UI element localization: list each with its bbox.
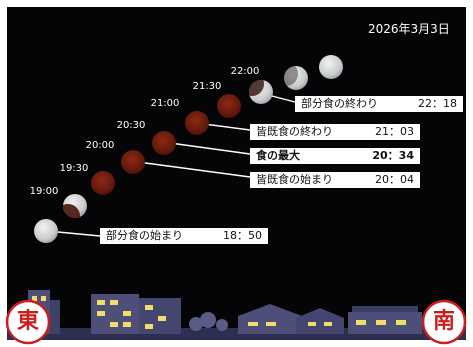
pointer-lines: [57, 94, 296, 237]
city-skyline: [5, 290, 467, 345]
time-label-2200: 22:00: [230, 66, 260, 77]
event-partial-end-time: 22：18: [418, 97, 457, 110]
moon-1850: [34, 219, 58, 243]
event-total-start: 皆既食の始まり 20：04: [250, 172, 420, 188]
event-total-end: 皆既食の終わり 21：03: [250, 124, 420, 140]
moon-2130: [217, 94, 241, 118]
moon-2230: [284, 66, 308, 90]
pointer-line-total-end: [203, 123, 251, 131]
event-total-start-label: 皆既食の始まり: [256, 173, 333, 186]
event-partial-start: 部分食の始まり 18：50: [100, 228, 268, 244]
moon-1900: [63, 194, 87, 218]
time-label-1930: 19:30: [59, 163, 89, 174]
event-partial-end-label: 部分食の終わり: [301, 97, 378, 110]
time-label-2100: 21:00: [150, 98, 180, 109]
east-label: 東: [16, 309, 39, 334]
event-total-start-time: 20：04: [375, 173, 414, 186]
eclipse-date: 2026年3月3日: [368, 22, 450, 36]
moon-sequence: [34, 55, 343, 243]
event-partial-end: 部分食の終わり 22：18: [295, 96, 463, 112]
event-total-end-time: 21：03: [375, 125, 414, 138]
moon-1930: [91, 171, 115, 195]
south-label: 南: [432, 309, 455, 334]
south-marker: [421, 299, 467, 345]
time-label-2130: 21:30: [192, 81, 222, 92]
moon-2000: [121, 150, 145, 174]
pointer-line-total-start: [137, 161, 251, 178]
pointer-line-partial-end: [267, 94, 296, 103]
event-partial-start-time: 18：50: [223, 229, 262, 242]
east-marker: [5, 299, 51, 345]
event-total-end-label: 皆既食の終わり: [256, 125, 333, 138]
event-maximum: 食の最大 20：34: [250, 148, 420, 164]
event-maximum-label: 食の最大: [256, 149, 300, 162]
time-label-2000: 20:00: [85, 140, 115, 151]
event-partial-start-label: 部分食の始まり: [106, 229, 183, 242]
moon-2030: [152, 131, 176, 155]
moon-2300: [319, 55, 343, 79]
moon-2100: [185, 111, 209, 135]
time-label-2030: 20:30: [116, 120, 146, 131]
time-label-1900: 19:00: [29, 186, 59, 197]
pointer-line-partial-start: [57, 231, 101, 237]
event-maximum-time: 20：34: [372, 149, 414, 162]
pointer-line-maximum: [169, 142, 251, 155]
